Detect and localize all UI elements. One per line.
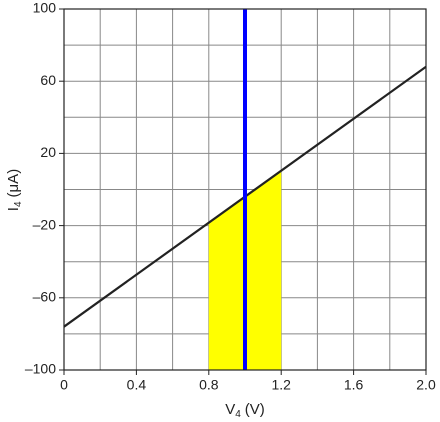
x-tick-label: 1.2 (271, 377, 291, 393)
x-tick-label: 0.8 (199, 377, 219, 393)
x-tick-label: 0.4 (127, 377, 147, 393)
x-tick-label: 1.6 (344, 377, 364, 393)
y-label-unit: (μA) (5, 169, 22, 198)
y-tick-label: –20 (33, 216, 57, 232)
plot-frame (63, 8, 427, 371)
y-tick-label: 20 (40, 144, 56, 160)
x-tick-label: 0 (60, 377, 68, 393)
x-tick-label: 2.0 (416, 377, 436, 393)
y-axis-label: I4 (μA) (5, 169, 24, 211)
x-axis-label: V4 (V) (225, 401, 265, 420)
y-label-sub: 4 (13, 201, 24, 207)
x-label-sub: 4 (235, 409, 241, 420)
y-tick-label: –60 (33, 289, 57, 305)
y-label-main: I (5, 207, 22, 211)
x-label-unit: (V) (245, 401, 265, 418)
y-tick-label: 100 (33, 0, 57, 16)
y-tick-label: –100 (25, 361, 56, 377)
y-tick-label: 60 (40, 72, 56, 88)
x-label-main: V (225, 401, 235, 418)
